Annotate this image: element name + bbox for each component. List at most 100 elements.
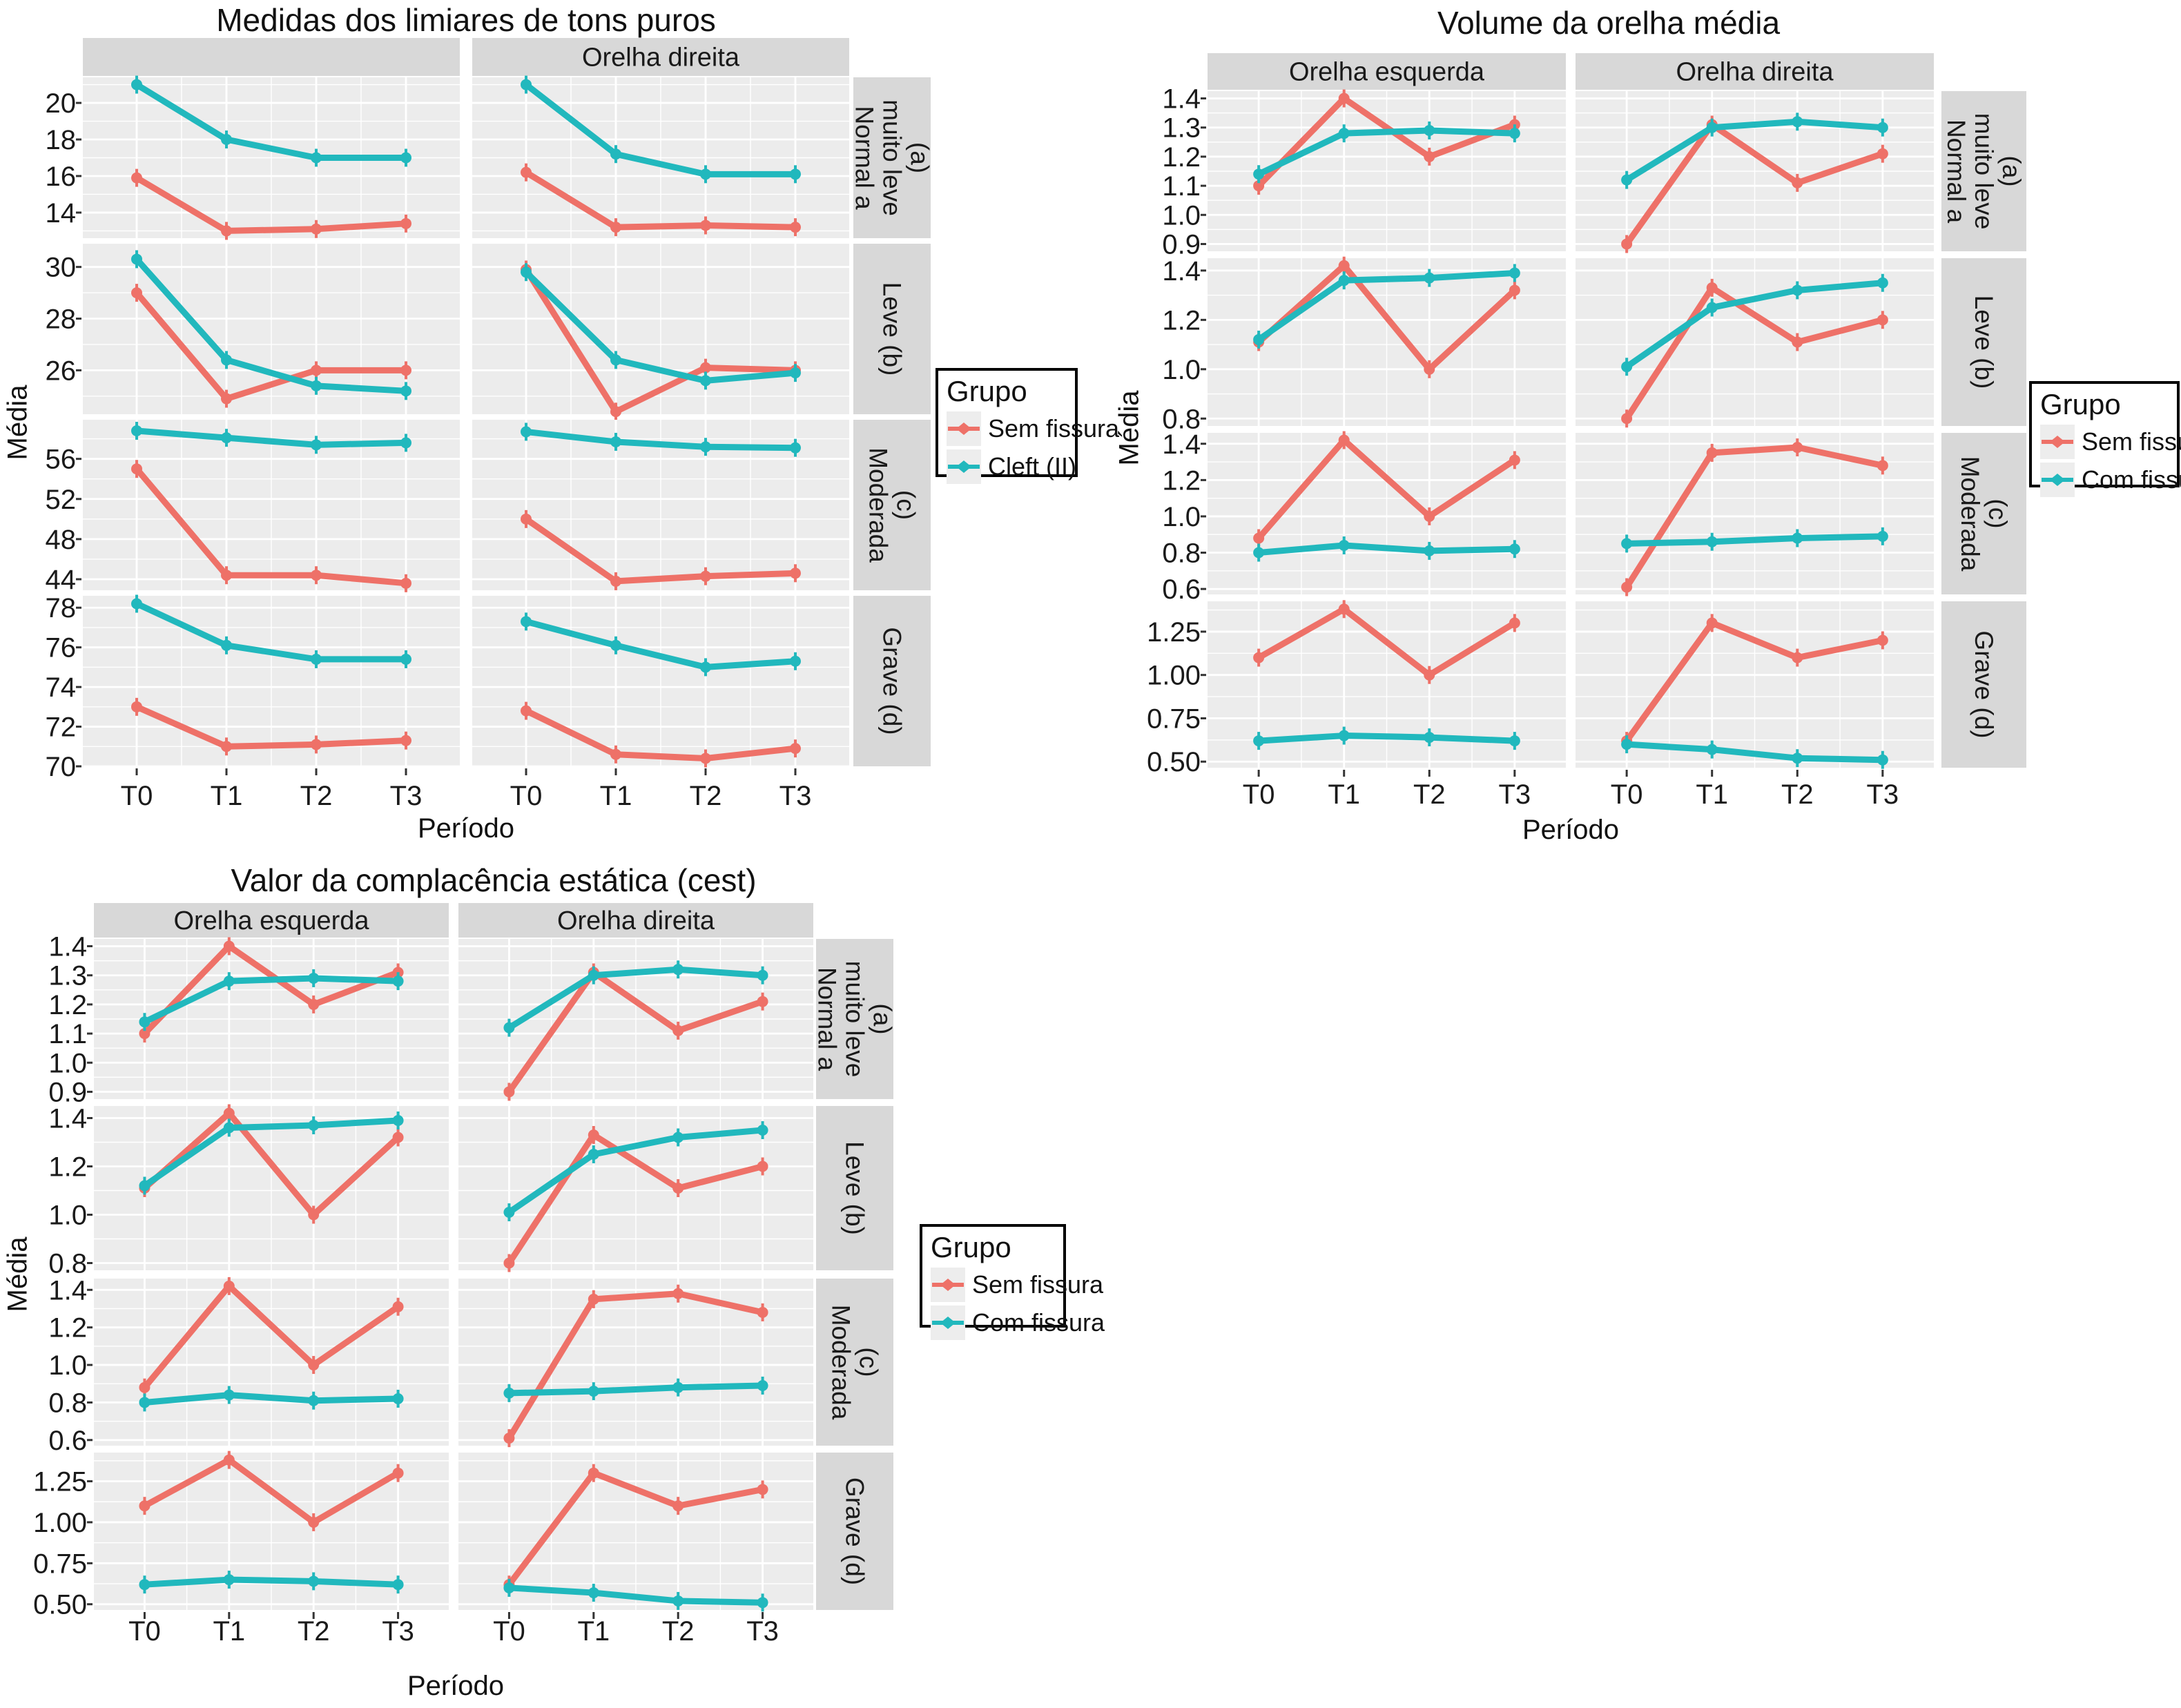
data-point bbox=[392, 1579, 404, 1591]
data-point bbox=[610, 354, 621, 366]
data-point bbox=[757, 1306, 768, 1318]
series-line-com bbox=[1626, 741, 1883, 764]
y-tick-label: 1.4 bbox=[1162, 84, 1201, 115]
data-point bbox=[757, 1484, 768, 1495]
data-point bbox=[521, 513, 532, 525]
series-line-com bbox=[525, 428, 796, 452]
x-tick-label: T1 bbox=[1328, 779, 1360, 810]
data-point bbox=[1509, 735, 1520, 747]
facet-col-label: Orelha direita bbox=[582, 43, 740, 72]
series-line-sem bbox=[506, 1470, 764, 1586]
data-point bbox=[392, 1467, 404, 1479]
y-tick-label: 18 bbox=[46, 125, 77, 155]
series-line-sem bbox=[1257, 605, 1517, 679]
data-point bbox=[503, 1022, 515, 1033]
facet-row-label: Leve (b) bbox=[1970, 295, 1998, 389]
x-tick-label: T1 bbox=[211, 781, 243, 811]
y-tick-label: 1.0 bbox=[1162, 200, 1201, 231]
facet-row-label: Grave (d) bbox=[1970, 630, 1998, 738]
data-point bbox=[131, 598, 142, 610]
data-point bbox=[223, 976, 235, 987]
facet-col-label: Orelha direita bbox=[1676, 58, 1834, 87]
data-point bbox=[757, 1125, 768, 1136]
y-axis-label: Média bbox=[2, 385, 33, 460]
series-line-sem bbox=[1624, 444, 1883, 589]
x-tick-label: T3 bbox=[1867, 779, 1899, 810]
data-point bbox=[221, 570, 232, 581]
data-point bbox=[672, 1595, 684, 1607]
y-tick-label: 1.2 bbox=[1162, 142, 1201, 173]
data-point bbox=[1509, 284, 1520, 296]
y-axis-label: Média bbox=[1114, 390, 1145, 466]
data-point bbox=[1792, 652, 1803, 663]
series-line-sem bbox=[1257, 262, 1517, 373]
data-point bbox=[1424, 272, 1435, 284]
y-tick-label: 1.3 bbox=[1162, 113, 1201, 144]
y-tick-label: 0.6 bbox=[48, 1426, 87, 1456]
data-point bbox=[223, 1389, 235, 1401]
x-tick-label: T0 bbox=[128, 1616, 161, 1647]
x-axis-label: Período bbox=[417, 813, 515, 844]
data-point bbox=[610, 748, 621, 760]
data-point bbox=[672, 1025, 684, 1036]
y-tick-label: 0.8 bbox=[1162, 538, 1201, 569]
facet-col-strip bbox=[1576, 53, 1934, 90]
legend-entry: Sem fissura bbox=[2040, 425, 2181, 459]
legend-entry-label: Sem fissura bbox=[2082, 427, 2181, 456]
y-tick-label: 1.1 bbox=[1162, 171, 1201, 202]
data-point bbox=[1621, 361, 1633, 373]
series-line-com bbox=[524, 82, 795, 177]
data-point bbox=[392, 1301, 404, 1312]
data-point bbox=[1877, 634, 1888, 646]
chart-title-volume-orelha: Volume da orelha média bbox=[1437, 5, 1781, 41]
data-point bbox=[1424, 363, 1435, 375]
data-point bbox=[1706, 617, 1718, 629]
data-point bbox=[1621, 538, 1633, 550]
facet-row-strip bbox=[853, 244, 931, 414]
data-point bbox=[392, 976, 404, 987]
chart-complacencia-estatica: Orelha esquerda Orelha direita Normal a mui… bbox=[33, 903, 897, 1647]
data-point bbox=[700, 168, 711, 180]
data-point bbox=[1424, 545, 1435, 556]
data-point bbox=[1877, 314, 1888, 326]
data-point bbox=[790, 743, 801, 755]
data-point bbox=[311, 223, 322, 235]
series-line-com bbox=[143, 975, 398, 1025]
y-tick-label: 0.8 bbox=[48, 1249, 87, 1279]
data-point bbox=[223, 1122, 235, 1134]
facet-col-label: Orelha direita bbox=[557, 906, 715, 935]
data-point bbox=[790, 168, 801, 180]
data-point bbox=[311, 439, 322, 451]
facet-row-label: Moderada bbox=[864, 447, 893, 563]
data-point bbox=[308, 1575, 320, 1587]
y-tick-label: 1.1 bbox=[48, 1019, 87, 1049]
facet-col-strip bbox=[83, 38, 460, 76]
y-axis-label: Média bbox=[2, 1236, 33, 1312]
series-line-sem bbox=[142, 943, 400, 1036]
series-line-com bbox=[135, 601, 406, 663]
y-tick-label: 74 bbox=[46, 672, 77, 703]
facet-row-label: Leve (b) bbox=[841, 1141, 869, 1235]
data-point bbox=[1424, 732, 1435, 744]
data-point bbox=[1509, 543, 1520, 555]
y-tick-label: 0.9 bbox=[1162, 229, 1201, 260]
data-point bbox=[503, 1582, 515, 1593]
data-point bbox=[757, 996, 768, 1007]
facet-row-label: (a) bbox=[869, 1003, 897, 1034]
legend-entry: Cleft (II) bbox=[947, 449, 1076, 484]
facet-col-strip bbox=[94, 903, 449, 938]
x-tick-label: T3 bbox=[746, 1616, 779, 1647]
legend-entry: Com fissura bbox=[2040, 463, 2181, 497]
data-point bbox=[610, 436, 621, 447]
data-point bbox=[308, 1120, 320, 1131]
facet-row-label: muito leve bbox=[1970, 113, 1998, 230]
series-line-sem bbox=[135, 175, 407, 234]
series-line-com bbox=[525, 618, 796, 670]
data-point bbox=[790, 367, 801, 379]
data-point bbox=[221, 741, 232, 753]
data-point bbox=[757, 1597, 768, 1609]
series-line-sem bbox=[134, 467, 407, 587]
data-point bbox=[131, 79, 142, 90]
data-point bbox=[400, 152, 411, 164]
